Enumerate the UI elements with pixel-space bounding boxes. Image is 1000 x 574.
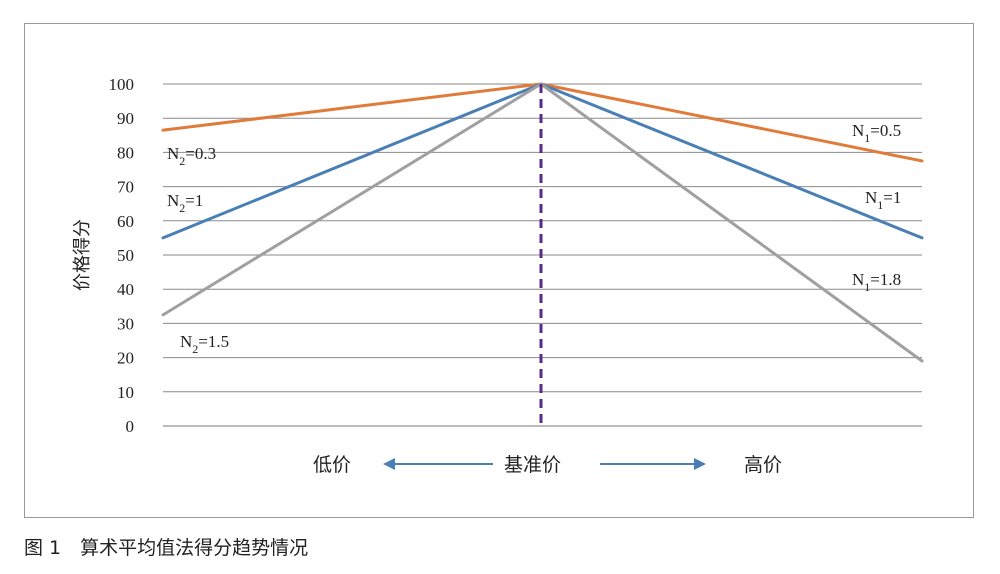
y-tick-label: 30 [117,314,134,333]
series-annotations: N2=0.3 N2=1 N2=1.5 N1=0.5 N1=1 N1=1.8 [167,121,901,356]
series-line-high [539,82,924,163]
base-price-label: 基准价 [504,454,561,476]
series-line-high [539,82,924,240]
y-tick-label: 0 [126,417,135,436]
series-line-high [539,82,924,363]
series-label-low: N2=1.5 [180,332,229,356]
y-tick-label: 50 [117,246,134,265]
series-label-low: N2=1 [167,191,203,215]
low-price-label: 低价 [313,454,351,476]
y-tick-label: 100 [109,75,135,94]
series-line-low [161,82,543,132]
series-line-low [161,82,543,240]
left-arrow-head [383,458,395,470]
y-tick-label: 20 [117,349,134,368]
y-tick-label: 70 [117,178,134,197]
series-lines [161,82,924,363]
right-arrow-head [694,458,706,470]
y-tick-label: 40 [117,280,134,299]
series-label-high: N1=0.5 [852,121,901,145]
chart-frame [24,23,974,518]
figure-caption: 图 1 算术平均值法得分趋势情况 [24,537,309,559]
series-label-low: N2=0.3 [167,144,216,168]
y-tick-label: 60 [117,212,134,231]
series-label-high: N1=1.8 [852,270,901,294]
y-tick-labels: 0 10 20 30 40 50 60 70 80 90 100 [109,75,135,436]
series-label-high: N1=1 [865,188,901,212]
y-axis-label: 价格得分 [72,219,93,291]
y-tick-label: 10 [117,383,134,402]
y-tick-label: 90 [117,109,134,128]
y-tick-label: 80 [117,143,134,162]
series-line-low [161,82,543,317]
high-price-label: 高价 [744,454,782,476]
